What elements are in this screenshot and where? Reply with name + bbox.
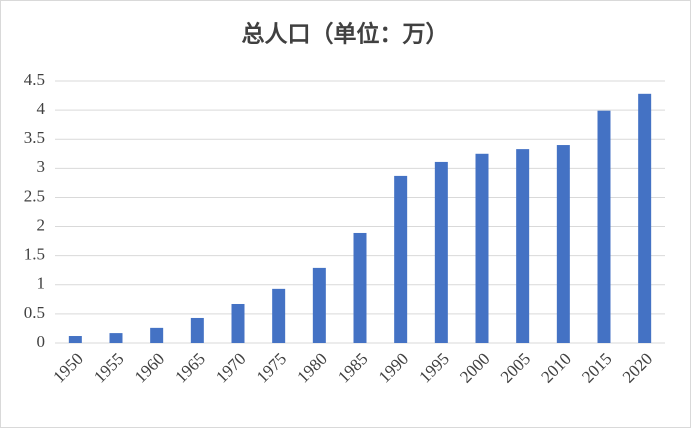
bar <box>556 145 570 343</box>
y-tick-label: 0 <box>37 332 46 351</box>
bar <box>638 93 652 343</box>
bar <box>434 161 448 343</box>
y-tick-label: 4 <box>37 99 46 118</box>
y-tick-label: 3 <box>37 157 46 176</box>
y-tick-label: 2.5 <box>24 186 45 205</box>
bar <box>272 288 286 343</box>
bar <box>68 336 82 343</box>
chart-title: 总人口（单位：万） <box>242 20 449 46</box>
y-tick-label: 0.5 <box>24 303 45 322</box>
y-tick-label: 3.5 <box>24 128 45 147</box>
bar <box>109 333 123 343</box>
bar <box>597 110 611 344</box>
bar <box>190 317 204 343</box>
bar <box>150 327 164 343</box>
bar <box>312 267 326 343</box>
bar <box>394 175 408 343</box>
y-tick-label: 1.5 <box>24 245 45 264</box>
y-tick-label: 4.5 <box>24 70 45 89</box>
y-tick-label: 1 <box>37 274 46 293</box>
bar <box>353 232 367 343</box>
bar <box>516 149 530 343</box>
bar <box>475 153 489 343</box>
y-tick-label: 2 <box>37 215 46 234</box>
bar <box>231 303 245 343</box>
